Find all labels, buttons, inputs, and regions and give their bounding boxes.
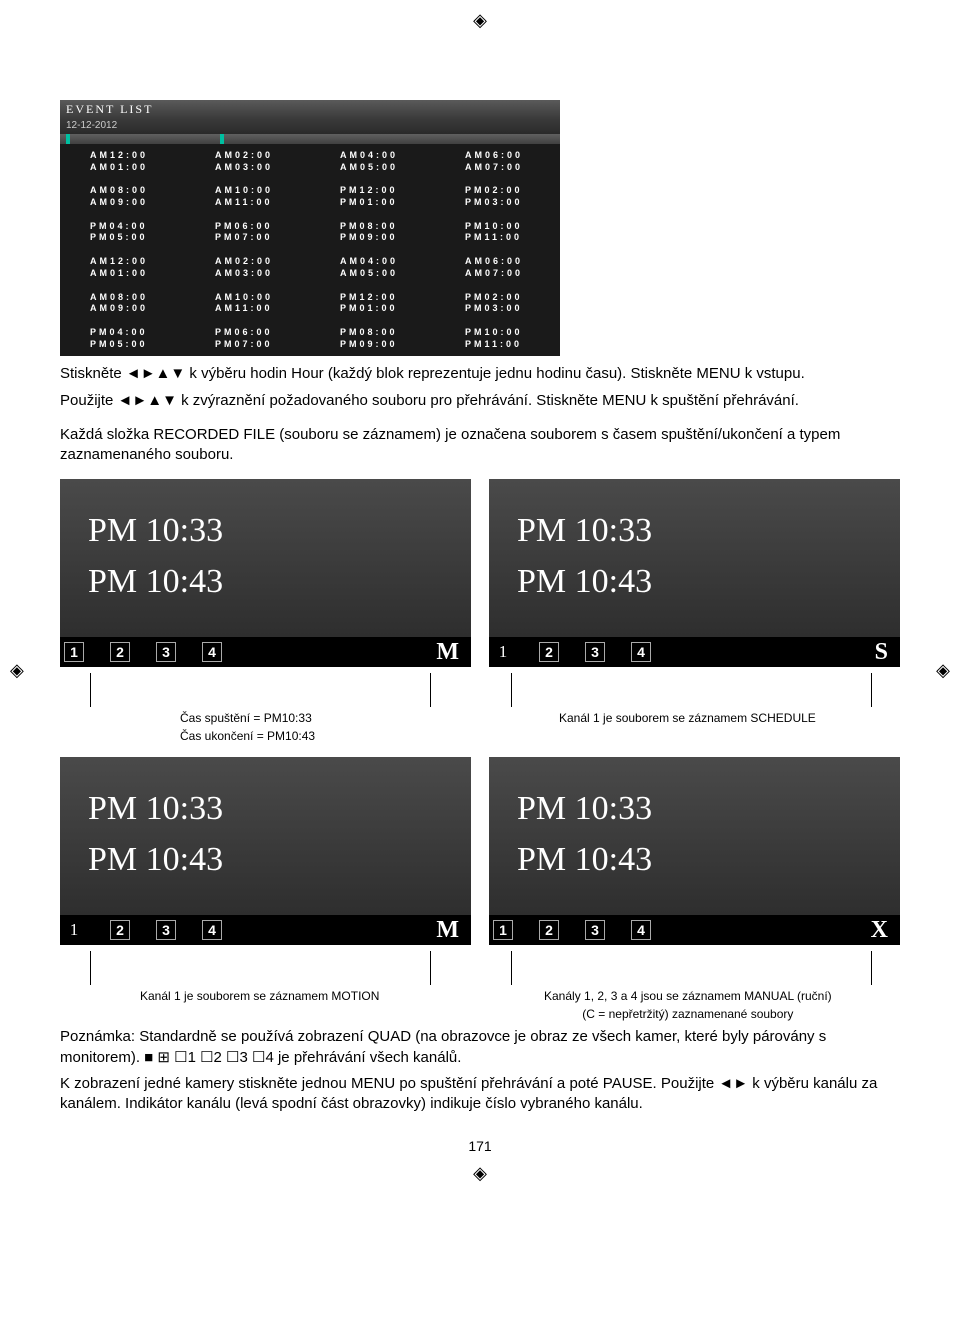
callout-continuous: (C = nepřetržitý) zaznamenané soubory [544,1005,832,1023]
recorded-file-thumb: PM 10:33PM 10:43 1 2 3 4 M [60,757,471,945]
event-time-cell: AM10:00AM11:00 [185,185,310,208]
record-type-letter: M [436,917,459,944]
event-time-cell: AM10:00AM11:00 [185,292,310,315]
registration-mark-bottom: ◈ [473,1163,487,1184]
callout-right-1: Kanál 1 je souborem se záznamem SCHEDULE [489,673,900,743]
thumb-channel-bar: 1 2 3 4 M [60,637,471,667]
event-time-cell: AM12:00AM01:00 [60,150,185,173]
event-time-cell: PM08:00PM09:00 [310,221,435,244]
event-time-cell: PM02:00PM03:00 [435,185,560,208]
channel-box: 3 [156,920,176,940]
channel-box: 2 [539,920,559,940]
event-list-subbar [60,134,560,144]
thumb-channel-bar: 1 2 3 4 S [489,637,900,667]
event-time-cell: PM02:00PM03:00 [435,292,560,315]
callout-left-1: Čas spuštění = PM10:33 Čas ukončení = PM… [60,673,471,743]
event-time-cell: PM10:00PM11:00 [435,327,560,350]
thumb-start-time: PM 10:33 [517,783,872,834]
event-list-grid: AM12:00AM01:00AM02:00AM03:00AM04:00AM05:… [60,144,560,356]
channel-box: 2 [110,642,130,662]
record-type-letter: S [875,639,888,666]
thumb-channel-bar: 1 2 3 4 M [60,915,471,945]
channel-box: 4 [202,642,222,662]
paragraph-4: Poznámka: Standardně se používá zobrazen… [60,1027,900,1068]
channel-box: 4 [202,920,222,940]
thumb-start-time: PM 10:33 [88,505,443,556]
channel-box: 4 [631,920,651,940]
callout-schedule: Kanál 1 je souborem se záznamem SCHEDULE [559,709,816,727]
callout-row-1: Čas spuštění = PM10:33 Čas ukončení = PM… [60,673,900,743]
event-time-cell: AM12:00AM01:00 [60,256,185,279]
event-time-cell: AM02:00AM03:00 [185,256,310,279]
callout-left-2: Kanál 1 je souborem se záznamem MOTION [60,951,471,1021]
channel-indicator: 1 [493,642,513,662]
event-time-cell: AM04:00AM05:00 [310,150,435,173]
channel-box: 3 [156,642,176,662]
event-time-cell: PM04:00PM05:00 [60,221,185,244]
registration-mark-top: ◈ [473,10,487,31]
event-time-cell: PM12:00PM01:00 [310,185,435,208]
callout-end-time: Čas ukončení = PM10:43 [180,727,315,745]
thumb-end-time: PM 10:43 [517,556,872,607]
event-time-cell: PM10:00PM11:00 [435,221,560,244]
record-type-letter: M [436,639,459,666]
thumbnail-row-1: PM 10:33PM 10:431234MPM 10:33PM 10:43123… [60,479,900,667]
thumb-end-time: PM 10:43 [88,834,443,885]
paragraph-2: Použijte ◄►▲▼ k zvýraznění požadovaného … [60,391,900,411]
event-time-cell: PM08:00PM09:00 [310,327,435,350]
registration-mark-left: ◈ [10,660,24,681]
thumb-end-time: PM 10:43 [88,556,443,607]
event-time-cell: AM02:00AM03:00 [185,150,310,173]
channel-box: 4 [631,642,651,662]
event-time-cell: PM04:00PM05:00 [60,327,185,350]
event-time-cell: AM04:00AM05:00 [310,256,435,279]
recorded-file-thumb: PM 10:33PM 10:43 1 2 3 4 M [60,479,471,667]
thumb-start-time: PM 10:33 [517,505,872,556]
callout-row-2: Kanál 1 je souborem se záznamem MOTION K… [60,951,900,1021]
callout-right-2: Kanály 1, 2, 3 a 4 jsou se záznamem MANU… [489,951,900,1021]
channel-box: 3 [585,920,605,940]
event-time-cell: AM08:00AM09:00 [60,185,185,208]
event-list-screenshot: EVENT LIST 12-12-2012 AM12:00AM01:00AM02… [60,100,560,356]
event-list-title: EVENT LIST [60,100,560,119]
event-list-date: 12-12-2012 [60,119,560,134]
callout-manual: Kanály 1, 2, 3 a 4 jsou se záznamem MANU… [544,987,832,1005]
event-time-cell: PM06:00PM07:00 [185,327,310,350]
channel-indicator: 1 [64,920,84,940]
record-type-letter: X [871,917,888,944]
event-time-cell: PM06:00PM07:00 [185,221,310,244]
channel-box: 1 [64,642,84,662]
event-time-cell: AM08:00AM09:00 [60,292,185,315]
recorded-file-thumb: PM 10:33PM 10:43 1 2 3 4 S [489,479,900,667]
event-time-cell: PM12:00PM01:00 [310,292,435,315]
paragraph-3: Každá složka RECORDED FILE (souboru se z… [60,425,900,466]
event-time-cell: AM06:00AM07:00 [435,256,560,279]
paragraph-5: K zobrazení jedné kamery stiskněte jedno… [60,1074,900,1115]
thumbnail-row-2: PM 10:33PM 10:431234MPM 10:33PM 10:43123… [60,757,900,945]
channel-box: 3 [585,642,605,662]
callout-start-time: Čas spuštění = PM10:33 [180,709,315,727]
channel-box: 1 [493,920,513,940]
page-number: 171 [60,1138,900,1154]
recorded-file-thumb: PM 10:33PM 10:43 1 2 3 4 X [489,757,900,945]
registration-mark-right: ◈ [936,660,950,681]
callout-motion: Kanál 1 je souborem se záznamem MOTION [140,987,379,1005]
thumb-start-time: PM 10:33 [88,783,443,834]
thumb-end-time: PM 10:43 [517,834,872,885]
channel-box: 2 [539,642,559,662]
event-time-cell: AM06:00AM07:00 [435,150,560,173]
paragraph-1: Stiskněte ◄►▲▼ k výběru hodin Hour (každ… [60,364,900,384]
channel-box: 2 [110,920,130,940]
thumb-channel-bar: 1 2 3 4 X [489,915,900,945]
